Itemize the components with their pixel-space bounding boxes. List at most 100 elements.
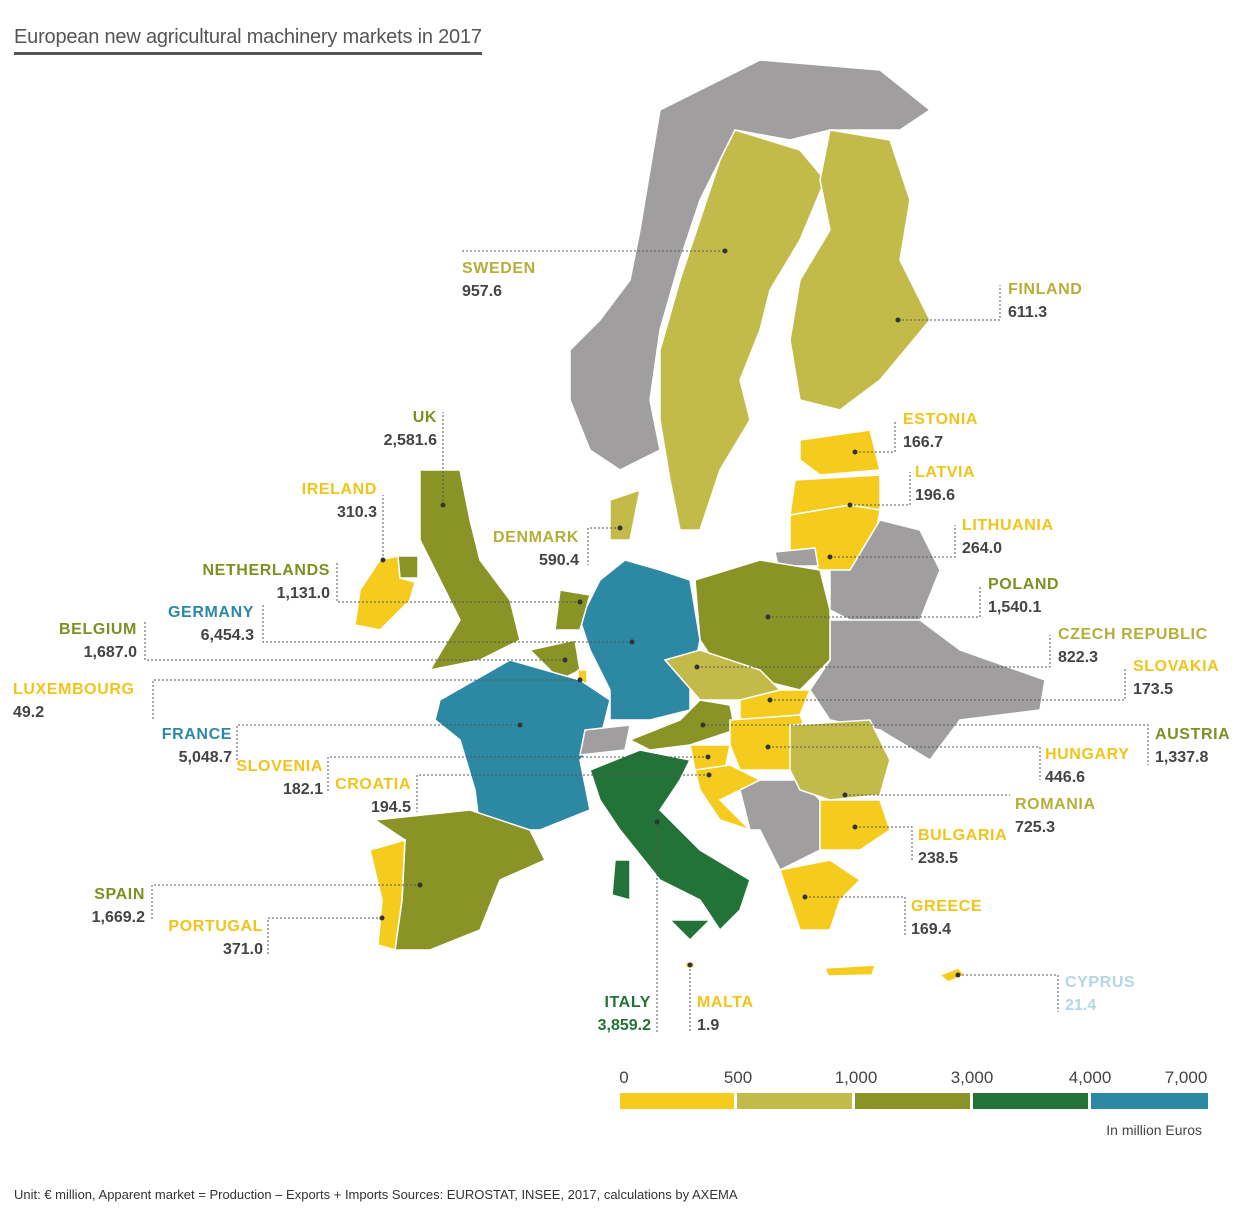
legend-tick: 3,000	[950, 1068, 994, 1087]
label-bulgaria: BULGARIA 238.5	[918, 824, 1007, 870]
label-luxembourg: LUXEMBOURG 49.2	[13, 678, 135, 724]
country-value: 49.2	[13, 704, 45, 721]
country-value: 1,131.0	[276, 585, 330, 602]
country-name: PORTUGAL	[168, 918, 263, 935]
legend-tick: 4,000	[1068, 1068, 1112, 1087]
leader-bulgaria	[855, 826, 913, 862]
footnote: Unit: € million, Apparent market = Produ…	[14, 1187, 738, 1202]
country-value: 169.4	[911, 921, 952, 938]
leader-germany	[262, 605, 632, 643]
label-portugal: PORTUGAL 371.0	[168, 915, 263, 961]
leader-croatia	[416, 774, 709, 812]
label-netherlands: NETHERLANDS 1,131.0	[203, 559, 331, 605]
leader-portugal	[267, 917, 382, 956]
label-france: FRANCE 5,048.7	[162, 723, 232, 769]
marker-dot-croatia	[706, 772, 712, 778]
marker-dot-poland	[765, 614, 771, 620]
country-value: 1,337.8	[1155, 749, 1209, 766]
leader-netherlands	[336, 563, 580, 603]
country-shape-croatia	[694, 764, 762, 831]
label-spain: SPAIN 1,669.2	[92, 883, 145, 929]
country-shape-estonia	[799, 429, 881, 476]
country-name: AUSTRIA	[1155, 726, 1231, 743]
country-value: 957.6	[462, 283, 503, 300]
marker-dot-bulgaria	[852, 824, 858, 830]
country-value: 1.9	[697, 1017, 720, 1034]
country-shape-portugal	[369, 838, 406, 951]
country-value: 2,581.6	[383, 432, 437, 449]
country-value: 3,859.2	[597, 1017, 651, 1034]
country-shape-uk	[419, 469, 521, 672]
legend-tick: 1,000	[834, 1068, 878, 1087]
label-finland: FINLAND 611.3	[1008, 278, 1082, 324]
country-value: 611.3	[1008, 304, 1048, 321]
country-name: GERMANY	[168, 604, 254, 621]
country-value: 182.1	[282, 781, 323, 798]
country-value: 5,048.7	[178, 749, 232, 766]
country-name: GREECE	[911, 898, 983, 915]
leader-cyprus	[958, 974, 1059, 1012]
leader-lithuania	[830, 525, 956, 558]
country-name: MALTA	[697, 994, 754, 1011]
label-estonia: ESTONIA 166.7	[903, 408, 978, 454]
leader-slovenia	[327, 756, 708, 793]
label-poland: POLAND 1,540.1	[988, 573, 1059, 619]
country-value: 264.0	[962, 540, 1003, 557]
marker-dot-netherlands	[577, 599, 583, 605]
marker-dot-ireland	[380, 557, 386, 563]
country-shape-italy	[589, 749, 751, 932]
label-croatia: CROATIA 194.5	[335, 773, 411, 819]
country-value: 6,454.3	[200, 627, 254, 644]
marker-dot-sweden	[722, 248, 728, 254]
label-belgium: BELGIUM 1,687.0	[59, 618, 137, 664]
country-value: 1,540.1	[988, 599, 1042, 616]
country-value: 371.0	[222, 941, 263, 958]
legend-tick: 0	[619, 1068, 629, 1087]
country-value: 166.7	[903, 434, 944, 451]
country-value: 196.6	[915, 487, 956, 504]
marker-dot-slovenia	[705, 754, 711, 760]
leader-latvia	[850, 472, 911, 506]
legend-tick: 7,000	[1164, 1068, 1208, 1087]
legend-unit: In million Euros	[1106, 1122, 1202, 1138]
country-name: CZECH REPUBLIC	[1058, 626, 1208, 643]
marker-dot-finland	[895, 317, 901, 323]
marker-dot-germany	[629, 639, 635, 645]
marker-dot-czech-republic	[694, 664, 700, 670]
country-name: CROATIA	[335, 776, 411, 793]
label-cyprus: CYPRUS 21.4	[1065, 971, 1135, 1017]
marker-dot-uk	[440, 502, 446, 508]
country-name: ESTONIA	[903, 411, 979, 428]
country-name: CYPRUS	[1065, 974, 1136, 991]
label-austria: AUSTRIA 1,337.8	[1155, 723, 1230, 769]
country-name: SLOVENIA	[236, 758, 323, 775]
marker-dot-italy	[654, 819, 660, 825]
country-name: SLOVAKIA	[1133, 658, 1220, 675]
country-shape-greece	[779, 859, 862, 931]
country-value: 1,687.0	[83, 644, 137, 661]
leader-luxembourg	[152, 679, 580, 720]
country-shape-romania	[789, 719, 891, 801]
country-shape-sardinia	[611, 859, 631, 901]
label-uk: UK 2,581.6	[384, 406, 437, 452]
leader-hungary	[768, 746, 1041, 780]
legend-swatch-0	[620, 1093, 734, 1109]
country-shape-northern-ireland	[397, 555, 419, 579]
marker-dot-denmark	[617, 525, 623, 531]
country-shape-crete	[823, 964, 877, 977]
country-shape-norway	[569, 59, 932, 471]
leader-finland	[898, 285, 1001, 321]
country-name: SPAIN	[94, 886, 145, 903]
label-slovenia: SLOVENIA 182.1	[236, 755, 323, 801]
country-shape-sicily	[668, 919, 712, 942]
marker-dot-belgium	[562, 657, 568, 663]
leader-czech	[697, 635, 1051, 668]
country-name: ROMANIA	[1015, 796, 1096, 813]
label-lithuania: LITHUANIA 264.0	[962, 514, 1054, 560]
marker-dot-slovakia	[767, 697, 773, 703]
label-italy: ITALY 3,859.2	[598, 991, 651, 1037]
label-hungary: HUNGARY 446.6	[1045, 743, 1130, 789]
country-name: NETHERLANDS	[202, 562, 330, 579]
country-value: 310.3	[336, 504, 377, 521]
